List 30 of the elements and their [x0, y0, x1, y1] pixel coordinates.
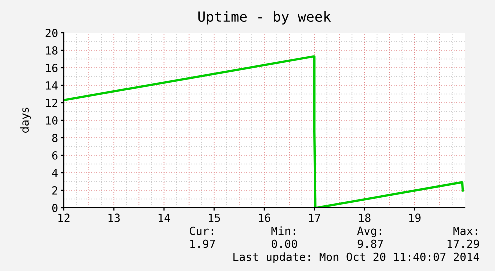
x-tick-label: 19 — [410, 214, 421, 222]
text: 1.97 — [190, 240, 216, 248]
x-tick-label: 12 — [58, 214, 70, 222]
x-tick-label: 13 — [108, 214, 120, 222]
y-tick-label: 8 — [52, 134, 58, 142]
text: Min: — [272, 226, 296, 236]
x-tick-label: 14 — [158, 214, 170, 222]
y-tick-label: 20 — [46, 29, 58, 38]
text: 9.87 — [358, 240, 384, 248]
x-tick-label: 15 — [209, 214, 220, 222]
y-tick-label: 14 — [46, 82, 58, 90]
text: Last update: Mon Oct 20 11:40:07 2014 — [234, 252, 480, 264]
x-tick-label: 17 — [309, 214, 320, 222]
text: 0.00 — [272, 240, 298, 248]
y-axis-title: days — [20, 108, 32, 133]
y-tick-label: 18 — [46, 46, 58, 55]
text: Max: — [454, 226, 478, 236]
y-tick-label: 4 — [52, 169, 58, 178]
x-tick-label: 16 — [259, 214, 270, 222]
y-tick-label: 12 — [46, 99, 58, 108]
y-tick-label: 16 — [46, 64, 58, 72]
text: 17.29 — [448, 240, 480, 248]
y-tick-label: 2 — [52, 186, 58, 195]
y-tick-label: 0 — [52, 204, 58, 212]
text: Cur: — [190, 226, 214, 236]
y-tick-label: 10 — [46, 116, 58, 125]
chart-title: Uptime - by week — [198, 11, 332, 25]
y-tick-label: 6 — [52, 152, 58, 160]
text: Avg: — [357, 226, 382, 238]
x-tick-label: 18 — [359, 214, 371, 222]
